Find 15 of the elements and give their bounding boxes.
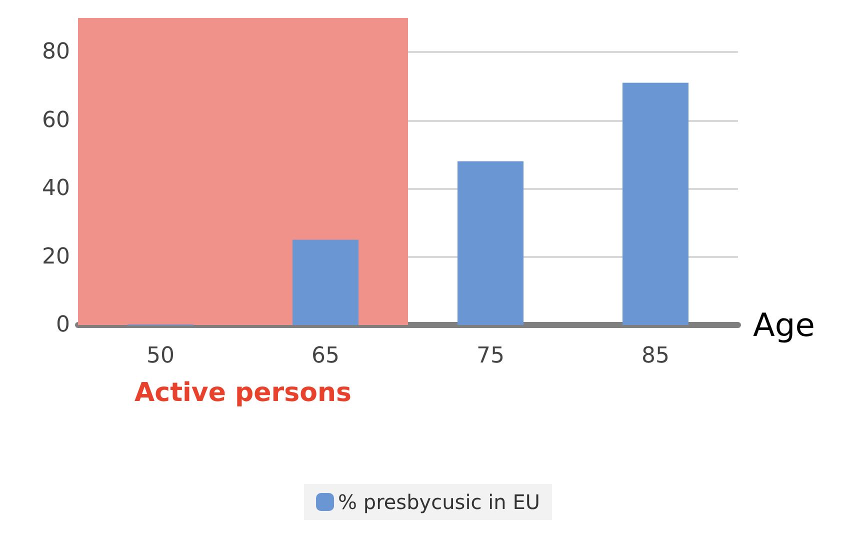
y-tick-label: 40 [42, 176, 70, 202]
y-tick-label: 60 [42, 108, 70, 133]
y-tick-label: 0 [56, 312, 70, 338]
x-tick-label: 50 [146, 344, 174, 368]
y-tick-label: 80 [42, 40, 70, 65]
x-tick-label: 65 [312, 344, 340, 368]
bar [458, 161, 524, 325]
x-tick-label: 75 [476, 344, 504, 368]
bar [622, 82, 688, 325]
legend-label: % presbycusic in EU [338, 490, 540, 514]
x-tick-label: 85 [642, 344, 670, 368]
band-label: Active persons [134, 378, 352, 408]
bar [292, 240, 358, 325]
y-tick-label: 20 [42, 244, 70, 270]
x-axis-title: Age [753, 306, 815, 344]
